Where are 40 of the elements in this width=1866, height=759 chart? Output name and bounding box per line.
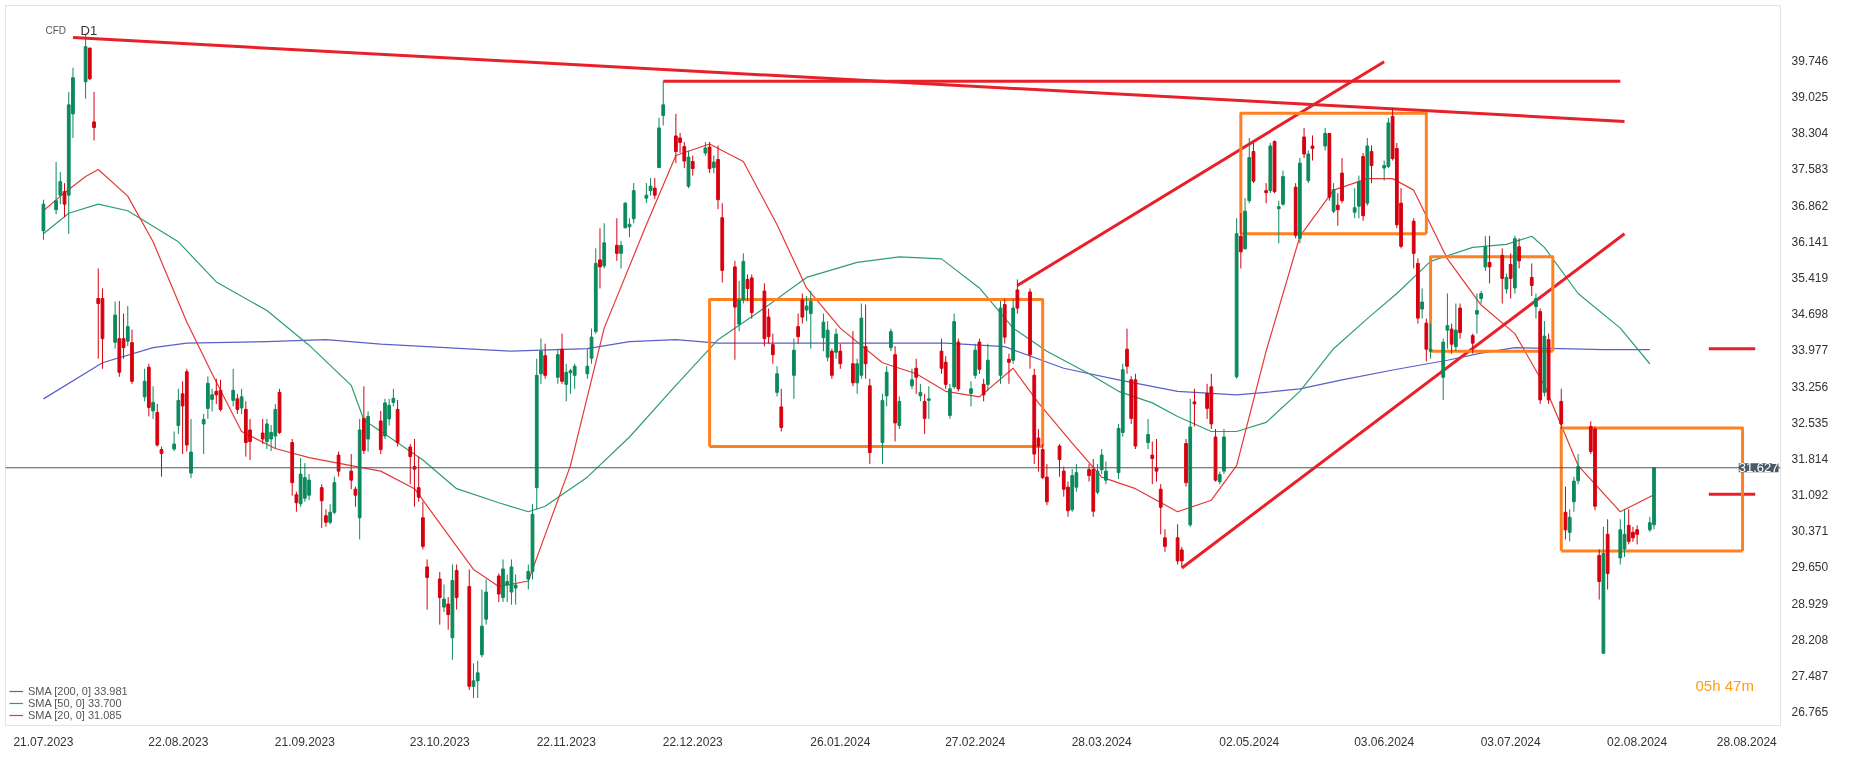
y-tick-label: 26.765 [1791,705,1829,720]
y-tick-label: 29.650 [1791,560,1829,575]
x-tick-label: 02.05.2024 [1219,734,1280,749]
y-tick-label: 36.141 [1791,234,1829,249]
y-tick-label: 32.535 [1791,415,1829,430]
legend-label: SMA [20, 0] 31.085 [28,709,122,721]
x-tick-label: 21.07.2023 [13,734,74,749]
x-tick-label: 26.01.2024 [810,734,871,749]
x-tick-label: 27.02.2024 [945,734,1006,749]
x-tick-label: 22.08.2023 [148,734,209,749]
y-tick-label: 28.208 [1791,632,1829,647]
y-tick-label: 34.698 [1791,307,1829,322]
y-tick-label: 38.304 [1791,126,1829,141]
annotation: CFD [45,24,67,36]
y-tick-label: 31.814 [1791,451,1829,466]
y-tick-label: 36.862 [1791,198,1829,213]
x-tick-label: 28.08.2024 [1716,734,1778,749]
x-tick-label: 21.09.2023 [274,734,336,749]
annotation: 05h 47m [1695,676,1754,694]
ref-line-label: 31.627 [1738,460,1779,476]
y-tick-label: 30.371 [1791,524,1829,539]
y-tick-label: 31.092 [1791,488,1829,503]
x-tick-label: 02.08.2024 [1607,734,1668,749]
x-tick-label: 22.11.2023 [536,734,597,749]
x-tick-label: 03.07.2024 [1480,734,1542,749]
y-tick-label: 33.977 [1791,343,1829,358]
x-tick-label: 23.10.2023 [409,734,471,749]
y-tick-label: 37.583 [1791,162,1829,177]
x-tick-label: 22.12.2023 [662,734,724,749]
y-tick-label: 33.256 [1791,379,1829,394]
y-tick-label: 27.487 [1791,668,1829,683]
annotation: D1 [80,22,98,38]
y-tick-label: 39.025 [1791,90,1829,105]
y-tick-label: 35.419 [1791,270,1829,285]
x-tick-label: 28.03.2024 [1071,734,1133,749]
y-tick-label: 39.746 [1791,53,1829,68]
legend-label: SMA [200, 0] 33.981 [28,685,128,697]
legend-label: SMA [50, 0] 33.700 [28,697,122,709]
y-tick-label: 28.929 [1791,596,1829,611]
x-tick-label: 03.06.2024 [1354,734,1415,749]
